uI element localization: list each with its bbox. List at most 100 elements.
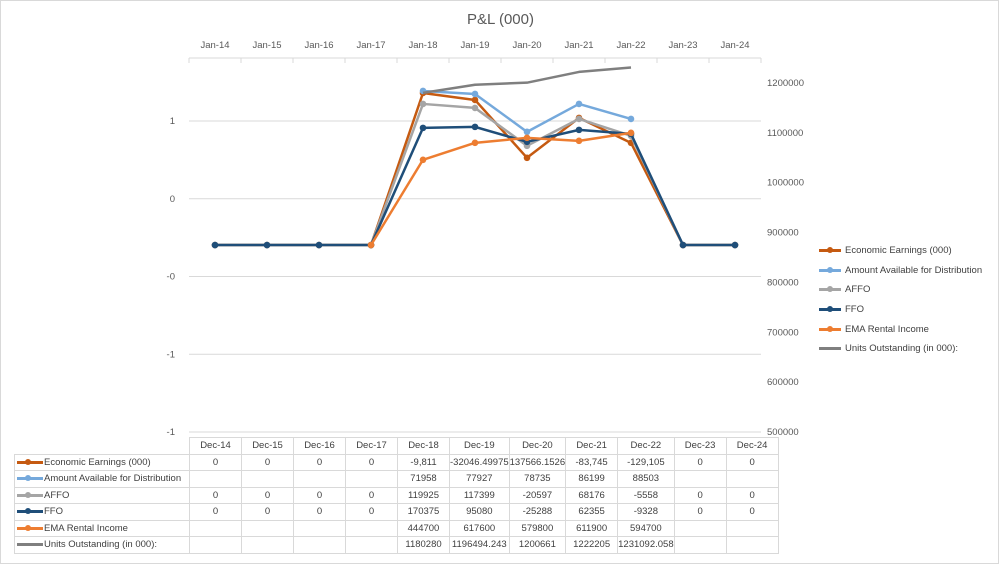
series-line-5 — [422, 66, 632, 95]
table-header-cell: Dec-23 — [673, 437, 727, 455]
legend-item: AFFO — [819, 280, 982, 300]
data-point — [575, 115, 583, 123]
table-cell: 0 — [293, 486, 346, 504]
row-label-text: AFFO — [44, 489, 70, 501]
data-point — [471, 139, 479, 147]
data-point — [523, 134, 531, 142]
legend-swatch-icon — [819, 347, 841, 351]
row-label-text: Economic Earnings (000) — [44, 456, 151, 468]
data-point — [471, 104, 479, 112]
table-cell — [673, 519, 727, 537]
table-cell — [725, 519, 779, 537]
top-tick-label: Jan-24 — [720, 40, 749, 51]
table-cell — [293, 519, 346, 537]
table-cell: 1231092.058 — [617, 536, 675, 554]
secondary-tick-label: 600000 — [767, 377, 799, 388]
table-cell — [241, 470, 294, 488]
table-cell: 78735 — [508, 470, 567, 488]
secondary-tick-label: 1100000 — [767, 128, 803, 139]
table-cell: 0 — [725, 486, 779, 504]
table-cell: 617600 — [449, 519, 510, 537]
data-point — [367, 241, 375, 249]
top-tick-label: Jan-15 — [252, 40, 281, 51]
table-cell: 0 — [725, 503, 779, 521]
series-line-0 — [215, 91, 735, 247]
top-tick-label: Jan-17 — [356, 40, 385, 51]
row-label: AFFO — [14, 486, 190, 504]
legend-label: EMA Rental Income — [845, 323, 929, 335]
table-cell: 594700 — [617, 519, 675, 537]
row-label-text: EMA Rental Income — [44, 522, 128, 534]
primary-tick-label: 0 — [170, 194, 175, 205]
top-tick-label: Jan-19 — [460, 40, 489, 51]
table-header-cell: Dec-17 — [345, 437, 398, 455]
legend-swatch-icon — [17, 543, 43, 547]
legend-swatch-icon — [819, 266, 841, 273]
data-point — [471, 90, 479, 98]
top-tick-label: Jan-22 — [616, 40, 645, 51]
table-header-cell: Dec-22 — [617, 437, 675, 455]
table-cell: 0 — [293, 503, 346, 521]
data-table: Dec-14 Dec-15 Dec-16 Dec-17 Dec-18 Dec-19 Dec-… — [14, 437, 779, 554]
table-row: FFO 0 0 0 0 170375 95080 -25288 62355 -9328 0 0 — [14, 503, 779, 521]
row-label: FFO — [14, 503, 190, 521]
table-cell — [241, 536, 294, 554]
table-cell: 62355 — [565, 503, 619, 521]
table-cell — [345, 470, 398, 488]
data-point — [315, 241, 323, 249]
primary-tick-label: -1 — [167, 427, 175, 438]
table-cell: -20597 — [508, 486, 567, 504]
table-cell — [345, 536, 398, 554]
table-cell — [345, 519, 398, 537]
table-cell: 0 — [241, 453, 294, 471]
table-cell: 1222205 — [565, 536, 619, 554]
top-tick-label: Jan-16 — [304, 40, 333, 51]
table-cell: 0 — [345, 486, 398, 504]
table-cell: 611900 — [565, 519, 619, 537]
table-header-cell: Dec-15 — [241, 437, 294, 455]
secondary-tick-label: 500000 — [767, 427, 799, 438]
legend-label: AFFO — [845, 284, 871, 296]
table-cell: 0 — [345, 503, 398, 521]
data-point — [575, 126, 583, 134]
table-cell: -9328 — [617, 503, 675, 521]
top-tick-label: Jan-23 — [668, 40, 697, 51]
table-header-cell: Dec-21 — [565, 437, 619, 455]
top-tick-label: Jan-18 — [408, 40, 437, 51]
table-cell: 1200661 — [508, 536, 567, 554]
table-cell: 117399 — [449, 486, 510, 504]
table-cell: 0 — [673, 453, 727, 471]
data-point — [211, 241, 219, 249]
legend-swatch-icon — [17, 508, 43, 515]
row-label-text: Amount Available for Distribution — [44, 473, 182, 485]
table-cell: 0 — [293, 453, 346, 471]
table-cell — [189, 470, 242, 488]
legend-swatch-icon — [17, 491, 43, 498]
legend-item: Economic Earnings (000) — [819, 241, 982, 261]
row-label: Economic Earnings (000) — [14, 453, 190, 471]
top-tick-label: Jan-14 — [200, 40, 229, 51]
table-cell: -129,105 — [617, 453, 675, 471]
row-label: Amount Available for Distribution — [14, 470, 190, 488]
table-cell: 88503 — [617, 470, 675, 488]
chart-title: P&L (000) — [467, 11, 534, 28]
table-cell — [241, 519, 294, 537]
row-label-text: Units Outstanding (in 000): — [44, 539, 158, 551]
row-label-text: FFO — [44, 506, 63, 518]
row-label: Units Outstanding (in 000): — [14, 536, 190, 554]
legend-swatch-icon — [819, 306, 841, 313]
secondary-tick-label: 800000 — [767, 277, 799, 288]
table-cell — [673, 470, 727, 488]
data-point — [419, 156, 427, 164]
data-point — [627, 115, 635, 123]
table-cell: 444700 — [397, 519, 450, 537]
data-point — [523, 154, 531, 162]
data-point — [263, 241, 271, 249]
table-cell: 0 — [241, 503, 294, 521]
table-cell: -25288 — [508, 503, 567, 521]
table-cell: 0 — [673, 486, 727, 504]
table-cell: 1180280 — [397, 536, 450, 554]
data-point — [679, 241, 687, 249]
table-cell: 0 — [189, 486, 242, 504]
